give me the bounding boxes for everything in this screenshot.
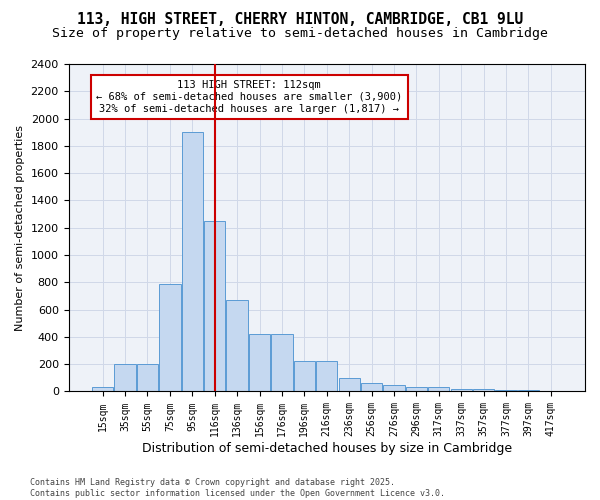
Text: Contains HM Land Registry data © Crown copyright and database right 2025.
Contai: Contains HM Land Registry data © Crown c… (30, 478, 445, 498)
Y-axis label: Number of semi-detached properties: Number of semi-detached properties (15, 124, 25, 330)
Bar (383, 384, 404, 392)
Text: Size of property relative to semi-detached houses in Cambridge: Size of property relative to semi-detach… (52, 28, 548, 40)
Bar (204, 221, 226, 392)
Bar (271, 334, 293, 392)
X-axis label: Distribution of semi-detached houses by size in Cambridge: Distribution of semi-detached houses by … (142, 442, 512, 455)
Bar (182, 132, 203, 392)
Bar (428, 388, 449, 392)
Bar (159, 284, 181, 392)
Bar (406, 388, 427, 392)
Bar (451, 388, 472, 392)
Bar (294, 362, 315, 392)
Text: 113 HIGH STREET: 112sqm
← 68% of semi-detached houses are smaller (3,900)
32% of: 113 HIGH STREET: 112sqm ← 68% of semi-de… (96, 80, 403, 114)
Bar (540, 391, 562, 392)
Bar (361, 384, 382, 392)
Text: 113, HIGH STREET, CHERRY HINTON, CAMBRIDGE, CB1 9LU: 113, HIGH STREET, CHERRY HINTON, CAMBRID… (77, 12, 523, 28)
Bar (115, 364, 136, 392)
Bar (316, 362, 337, 392)
Bar (338, 378, 360, 392)
Bar (226, 300, 248, 392)
Bar (518, 390, 539, 392)
Bar (137, 364, 158, 392)
Bar (249, 334, 270, 392)
Bar (473, 388, 494, 392)
Bar (92, 388, 113, 392)
Bar (496, 390, 517, 392)
